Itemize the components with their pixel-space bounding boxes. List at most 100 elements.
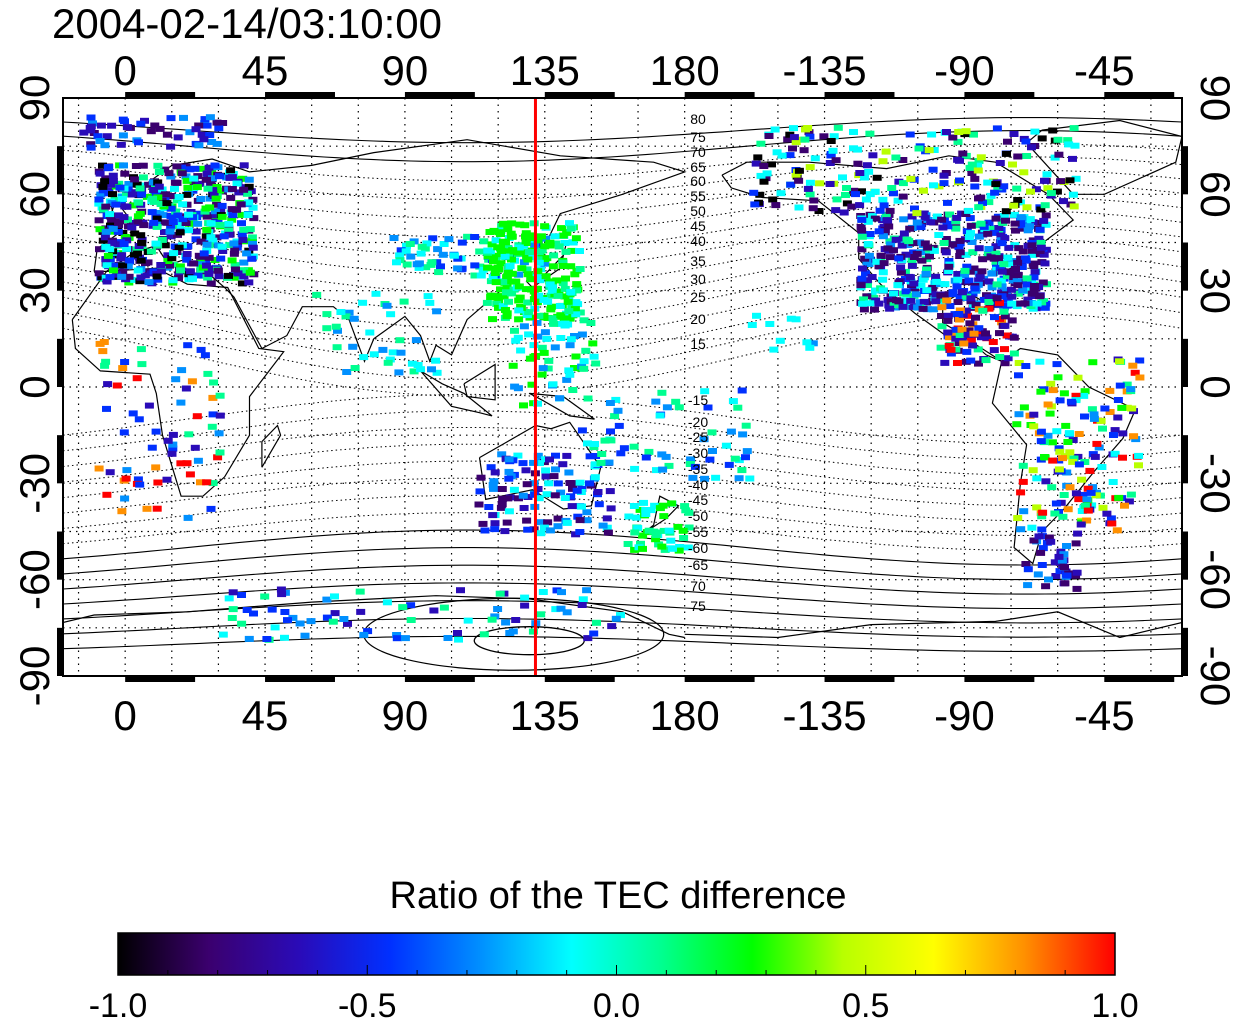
- tec-data-cell: [951, 326, 961, 333]
- tec-data-cell: [756, 172, 766, 179]
- tec-data-cell: [635, 506, 645, 513]
- tec-data-cell: [98, 187, 108, 194]
- tec-data-cell: [1052, 428, 1062, 435]
- magnetic-latitude-contour: [63, 547, 1182, 581]
- tec-data-cell: [1038, 545, 1048, 552]
- tec-data-cell: [1035, 248, 1045, 254]
- tec-data-cell: [228, 212, 238, 219]
- tec-data-cell: [961, 307, 971, 314]
- tec-data-cell: [156, 201, 166, 207]
- tec-data-cell: [153, 179, 163, 186]
- tec-data-cell: [979, 296, 989, 303]
- tec-data-cell: [985, 294, 995, 301]
- tec-data-cell: [1028, 467, 1038, 474]
- tec-data-cell: [120, 170, 130, 177]
- tec-data-cell: [1088, 359, 1098, 366]
- tec-data-cell: [606, 505, 616, 512]
- right-latitude-tick-label: -60: [1192, 549, 1239, 610]
- tec-data-cell: [814, 208, 824, 214]
- tec-data-cell: [1022, 204, 1032, 211]
- tec-data-cell: [960, 272, 970, 279]
- tec-data-cell: [558, 280, 568, 287]
- tec-data-cell: [518, 492, 528, 499]
- magnetic-latitude-contour: [63, 582, 1182, 610]
- tec-data-cell: [204, 270, 214, 277]
- tec-data-cell: [992, 295, 1002, 302]
- tec-data-cell: [532, 319, 542, 326]
- tec-data-cell: [514, 283, 524, 290]
- tec-data-cell: [1027, 144, 1036, 151]
- tec-data-cell: [144, 181, 154, 188]
- tec-data-cell: [191, 126, 201, 133]
- tec-data-cell: [971, 222, 981, 229]
- tec-data-cell: [1019, 508, 1029, 515]
- tec-data-cell: [94, 270, 104, 277]
- tec-data-cell: [511, 617, 521, 623]
- tec-data-cell: [614, 422, 624, 429]
- tec-data-cell: [853, 160, 863, 167]
- tec-data-cell: [874, 228, 884, 235]
- tec-data-cell: [952, 283, 962, 290]
- tec-data-cell: [112, 241, 122, 248]
- tec-data-cell: [977, 334, 986, 341]
- tec-data-cell: [685, 461, 695, 467]
- bottom-longitude-tick-label: 180: [650, 692, 720, 739]
- tec-data-cell: [922, 287, 932, 294]
- tec-data-cell: [752, 312, 761, 319]
- tec-data-cell: [205, 114, 215, 121]
- tec-data-cell: [969, 330, 979, 337]
- tec-data-cell: [160, 242, 170, 249]
- tec-data-cell: [488, 481, 498, 488]
- tec-data-cell: [519, 505, 529, 511]
- tec-data-cell: [1000, 235, 1010, 242]
- tec-data-cell: [789, 134, 799, 141]
- tec-data-cell: [502, 273, 512, 280]
- tec-data-cell: [984, 246, 994, 252]
- tec-data-cell: [479, 631, 489, 638]
- tec-data-cell: [726, 428, 736, 435]
- tec-data-cell: [107, 122, 117, 129]
- tec-data-cell: [984, 305, 994, 312]
- tec-data-cell: [493, 606, 503, 612]
- tec-data-cell: [128, 202, 138, 209]
- tec-data-cell: [491, 279, 501, 286]
- tec-data-cell: [925, 253, 934, 260]
- tec-data-cell: [118, 116, 128, 123]
- tec-data-cell: [195, 180, 205, 187]
- tec-data-cell: [202, 122, 212, 129]
- tec-data-cell: [1014, 360, 1024, 366]
- tec-data-cell: [280, 634, 289, 641]
- tec-data-cell: [802, 339, 812, 346]
- tec-data-cell: [607, 623, 617, 630]
- tec-data-cell: [875, 207, 885, 214]
- tec-data-cell: [592, 619, 601, 626]
- tec-data-cell: [196, 238, 206, 245]
- tec-data-cell: [151, 428, 161, 435]
- tec-data-cell: [533, 400, 542, 407]
- tec-data-cell: [212, 119, 222, 126]
- tec-data-cell: [898, 193, 908, 200]
- tec-data-cell: [937, 323, 947, 330]
- tec-data-cell: [960, 267, 970, 274]
- tec-data-cell: [421, 264, 431, 271]
- tec-data-cell: [1045, 410, 1055, 417]
- tec-data-cell: [565, 342, 575, 349]
- tec-data-cell: [490, 526, 500, 533]
- tec-data-cell: [575, 248, 584, 254]
- tec-data-cell: [657, 543, 667, 550]
- tec-data-cell: [205, 132, 215, 139]
- tec-data-cell: [966, 295, 976, 302]
- tec-data-cell: [232, 244, 242, 251]
- tec-data-cell: [976, 154, 986, 161]
- tec-data-cell: [149, 219, 159, 226]
- tec-data-cell: [136, 257, 146, 264]
- tec-data-cell: [244, 279, 254, 286]
- tec-data-cell: [267, 606, 277, 613]
- tec-data-cell: [1012, 278, 1022, 285]
- tec-data-cell: [575, 309, 585, 316]
- tec-data-cell: [1021, 257, 1031, 264]
- tec-data-cell: [1027, 242, 1037, 249]
- tec-data-cell: [520, 222, 530, 229]
- tec-data-cell: [172, 179, 182, 186]
- tec-data-cell: [146, 128, 156, 135]
